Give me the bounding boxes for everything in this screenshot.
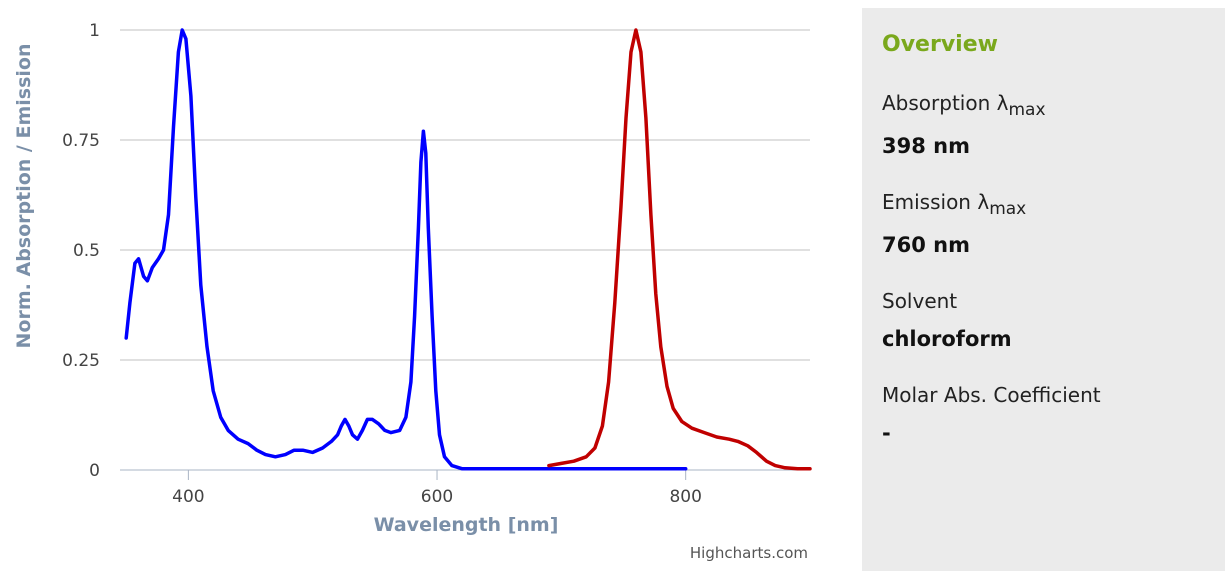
emission-label: Emission λmax — [882, 190, 1225, 219]
molar-coefficient-value: - — [882, 421, 891, 445]
y-axis: 0 0.25 0.5 0.75 1 — [62, 21, 100, 481]
y-axis-title: Norm. Absorption / Emission — [13, 44, 35, 349]
x-axis-title: Wavelength [nm] — [374, 514, 559, 536]
solvent-value: chloroform — [882, 327, 1012, 351]
absorption-series-line[interactable] — [124, 28, 688, 471]
overview-panel: Overview Absorption λmax 398 nm Emission… — [862, 8, 1225, 571]
y-tick-label: 1 — [89, 21, 100, 41]
x-axis: 400 600 800 — [120, 469, 810, 507]
emission-series-line[interactable] — [547, 28, 812, 471]
x-tick-label: 600 — [421, 487, 453, 507]
x-tick-label: 800 — [669, 487, 701, 507]
y-tick-label: 0.75 — [62, 131, 100, 151]
grid-lines — [120, 29, 810, 471]
emission-label-text: Emission λ — [882, 190, 990, 214]
absorption-label-text: Absorption λ — [882, 91, 1009, 115]
y-tick-label: 0.25 — [62, 351, 100, 371]
absorption-label-sub: max — [1008, 100, 1046, 120]
absorption-label: Absorption λmax — [882, 91, 1225, 120]
y-tick-label: 0.5 — [73, 241, 100, 261]
solvent-label: Solvent — [882, 289, 958, 313]
series-layer — [124, 28, 812, 471]
emission-value: 760 nm — [882, 233, 970, 257]
spectrum-chart: 400 600 800 0 0.25 0.5 0.75 1 Wavelength [nm] … — [13, 21, 812, 562]
chart-svg: 400 600 800 00.250.50.751 Wavelength [nm] … — [13, 21, 812, 562]
absorption-value: 398 nm — [882, 134, 970, 158]
x-tick-label: 400 — [172, 487, 204, 507]
molar-coefficient-label: Molar Abs. Coefficient — [882, 383, 1101, 407]
y-tick-label: 0 — [89, 461, 100, 481]
emission-label-sub: max — [989, 199, 1027, 219]
chart-credit[interactable]: Highcharts.com — [690, 544, 808, 562]
overview-title: Overview — [882, 32, 998, 57]
